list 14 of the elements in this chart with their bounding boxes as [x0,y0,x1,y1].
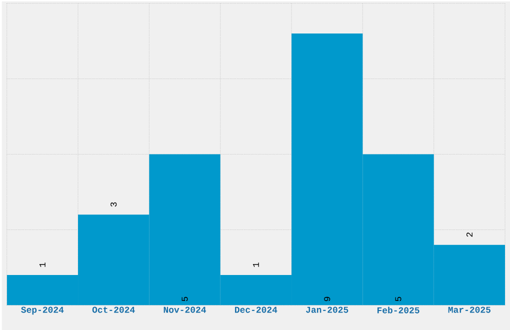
data-label: 1 [39,262,46,267]
data-label: 2 [466,232,472,237]
x-tick-label: Nov-2024 [164,306,206,313]
x-tick-label: Oct-2024 [92,306,135,313]
x-tick-label: Jan-2025 [306,306,348,313]
data-label: 5 [395,296,402,302]
x-tick-label: Dec-2024 [235,306,278,313]
data-label: 5 [182,296,188,302]
data-label: 3 [110,202,117,207]
data-label: 9 [324,296,330,302]
x-tick-label: Mar-2025 [448,306,490,313]
x-tick-label: Sep-2024 [21,306,64,315]
data-label: 1 [252,262,259,267]
x-tick-label: Feb-2025 [377,306,420,314]
